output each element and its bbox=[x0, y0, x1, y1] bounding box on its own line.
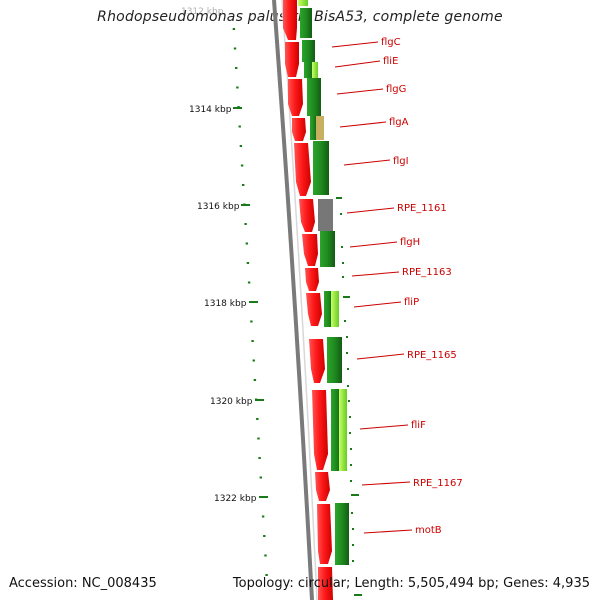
scale-tick bbox=[252, 359, 255, 362]
scale-tick bbox=[256, 418, 259, 420]
analysis-block bbox=[335, 503, 349, 565]
gene-label-flgI[interactable]: flgI bbox=[393, 156, 409, 167]
analysis-block bbox=[324, 291, 333, 327]
gene-label-flgG[interactable]: flgG bbox=[386, 84, 406, 95]
cds-feature[interactable] bbox=[299, 199, 315, 232]
scale-tick bbox=[265, 574, 268, 576]
scale-tick bbox=[236, 86, 239, 89]
scale-tick bbox=[263, 535, 266, 537]
scale-major-ticks bbox=[233, 107, 268, 498]
right-dots bbox=[336, 197, 362, 596]
analysis-block bbox=[310, 116, 317, 140]
gene-label-flgH[interactable]: flgH bbox=[400, 237, 420, 248]
cds-feature[interactable] bbox=[309, 339, 325, 383]
map-title: Rhodopseudomonas palustris BisA53, compl… bbox=[97, 9, 503, 25]
scale-tick bbox=[246, 262, 250, 264]
gene-label-fliF[interactable]: fliF bbox=[411, 420, 426, 431]
scale-tick bbox=[253, 379, 257, 381]
backbone-inner bbox=[281, 0, 318, 600]
cds-feature[interactable] bbox=[317, 504, 332, 564]
scale-tick bbox=[257, 437, 260, 440]
scale-tick bbox=[261, 515, 265, 518]
scale-label: 1322 kbp bbox=[214, 494, 257, 504]
gene-labels: flgC fliE flgG flgA flgI RPE_1161 flgH R… bbox=[331, 37, 463, 536]
backbone-outer bbox=[272, 0, 314, 600]
cds-feature[interactable] bbox=[305, 268, 319, 291]
topology-text: Topology: circular; Length: 5,505,494 bp… bbox=[232, 576, 590, 591]
accession-text: Accession: NC_008435 bbox=[9, 576, 157, 591]
scale-tick bbox=[238, 125, 241, 128]
analysis-block bbox=[307, 78, 321, 116]
gene-label-RPE_1161[interactable]: RPE_1161 bbox=[397, 203, 447, 214]
scale-labels: 1312 kbp 1314 kbp 1316 kbp 1318 kbp 1320… bbox=[181, 7, 257, 504]
cds-feature[interactable] bbox=[302, 234, 318, 266]
scale-tick bbox=[233, 47, 237, 50]
gene-label-fliE[interactable]: fliE bbox=[383, 56, 398, 67]
scale-label: 1314 kbp bbox=[189, 105, 232, 115]
scale-tick bbox=[258, 457, 261, 459]
scale-tick bbox=[247, 281, 251, 284]
scale-label: 1312 kbp bbox=[181, 7, 224, 17]
cds-feature[interactable] bbox=[315, 472, 330, 501]
scale-tick bbox=[264, 554, 267, 557]
gene-label-RPE_1165[interactable]: RPE_1165 bbox=[407, 350, 457, 361]
gene-label-RPE_1167[interactable]: RPE_1167 bbox=[413, 478, 463, 489]
analysis-block bbox=[304, 62, 314, 78]
scale-tick bbox=[240, 164, 244, 167]
cds-feature[interactable] bbox=[283, 0, 297, 40]
analysis-block bbox=[316, 116, 324, 140]
analysis-block bbox=[339, 389, 347, 471]
scale-tick bbox=[250, 320, 253, 323]
analysis-block bbox=[327, 337, 342, 383]
analysis-block bbox=[331, 291, 339, 327]
gene-label-motB[interactable]: motB bbox=[415, 525, 442, 536]
analysis-block bbox=[300, 8, 312, 38]
cds-feature[interactable] bbox=[285, 42, 299, 77]
analysis-block bbox=[320, 231, 335, 267]
scale-tick bbox=[259, 476, 262, 479]
analysis-block bbox=[298, 0, 308, 6]
scale-tick bbox=[244, 223, 247, 225]
gene-label-flgA[interactable]: flgA bbox=[389, 117, 409, 128]
scale-tick bbox=[235, 67, 238, 69]
cds-feature[interactable] bbox=[312, 390, 328, 470]
scale-label: 1320 kbp bbox=[210, 397, 253, 407]
cds-feature[interactable] bbox=[288, 79, 303, 116]
analysis-block bbox=[313, 141, 329, 195]
scale-tick bbox=[242, 184, 245, 186]
gene-label-flgC[interactable]: flgC bbox=[381, 37, 401, 48]
scale-tick bbox=[245, 242, 248, 245]
cds-feature[interactable] bbox=[294, 143, 311, 196]
scale-label: 1316 kbp bbox=[197, 202, 240, 212]
analysis-block bbox=[302, 40, 315, 62]
gene-label-fliP[interactable]: fliP bbox=[404, 297, 419, 308]
cds-feature[interactable] bbox=[292, 118, 306, 141]
analysis-track bbox=[298, 0, 349, 565]
analysis-block bbox=[318, 199, 333, 231]
gene-label-RPE_1163[interactable]: RPE_1163 bbox=[402, 267, 452, 278]
scale-tick bbox=[232, 28, 236, 30]
scale-tick bbox=[251, 340, 254, 342]
analysis-block bbox=[331, 389, 341, 471]
analysis-block bbox=[312, 62, 318, 78]
cds-track bbox=[283, 0, 333, 600]
scale-tick bbox=[239, 145, 243, 147]
cds-feature[interactable] bbox=[306, 293, 322, 326]
scale-label: 1318 kbp bbox=[204, 299, 247, 309]
cds-feature[interactable] bbox=[318, 567, 333, 600]
